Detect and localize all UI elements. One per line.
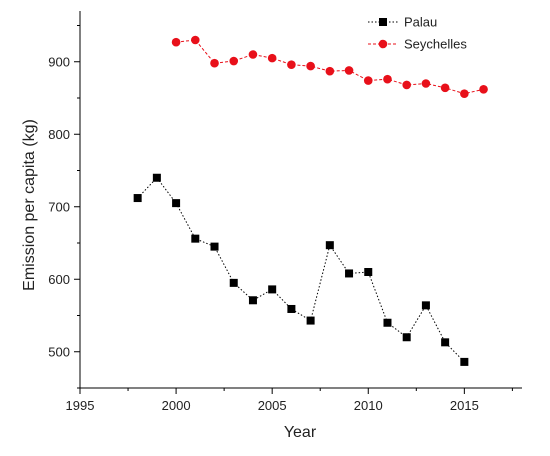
data-point-palau	[460, 357, 469, 366]
data-point-seychelles	[267, 53, 277, 63]
data-point-seychelles	[479, 85, 488, 94]
data-point-seychelles	[440, 83, 450, 93]
data-point-palau	[152, 173, 161, 182]
x-axis-ticks: 1995 2000 2005 2010 2015	[66, 388, 513, 413]
data-point-seychelles	[306, 61, 315, 71]
data-point-seychelles	[229, 56, 239, 66]
data-point-palau	[248, 296, 257, 305]
series-palau	[133, 173, 469, 366]
y-tick-label: 800	[48, 127, 70, 142]
data-point-seychelles	[363, 76, 373, 85]
x-axis-title: Year	[284, 424, 317, 441]
y-axis-title: Emission per capita (kg)	[21, 119, 38, 291]
legend-marker-palau	[379, 18, 387, 26]
data-point-seychelles	[248, 50, 258, 59]
data-point-palau	[306, 316, 315, 325]
data-point-palau	[402, 333, 411, 342]
data-point-palau	[133, 194, 142, 203]
data-point-seychelles	[460, 89, 469, 98]
data-point-seychelles	[287, 60, 296, 69]
data-point-palau	[287, 304, 296, 313]
legend-label-palau: Palau	[404, 15, 437, 30]
x-tick-label: 1995	[66, 398, 95, 413]
data-point-palau	[210, 242, 219, 251]
legend-marker-seychelles	[378, 39, 388, 49]
axes	[79, 11, 522, 389]
series-line-palau	[137, 176, 465, 363]
y-tick-label: 700	[48, 199, 70, 214]
y-axis-ticks: 500 600 700 800 900	[48, 25, 80, 389]
data-point-palau	[421, 301, 430, 310]
data-point-palau	[268, 285, 277, 294]
legend-label-seychelles: Seychelles	[404, 37, 467, 52]
data-point-seychelles	[421, 79, 431, 88]
x-tick-label: 2015	[450, 398, 479, 413]
data-point-seychelles	[210, 58, 219, 68]
series-line-seychelles	[176, 39, 484, 95]
data-point-seychelles	[325, 66, 335, 76]
data-point-palau	[383, 318, 392, 327]
data-point-seychelles	[191, 35, 200, 45]
data-point-palau	[441, 338, 450, 347]
series-seychelles	[171, 35, 488, 98]
data-point-palau	[325, 241, 334, 250]
data-point-seychelles	[402, 80, 411, 90]
legend: Palau Seychelles	[368, 15, 467, 52]
data-point-seychelles	[383, 74, 392, 84]
data-point-palau	[364, 268, 373, 276]
y-tick-label: 500	[48, 344, 70, 359]
data-point-palau	[191, 234, 200, 243]
data-point-palau	[172, 199, 181, 208]
x-tick-label: 2010	[354, 398, 383, 413]
data-point-palau	[345, 269, 354, 278]
data-point-seychelles	[344, 66, 354, 75]
series-layer	[133, 35, 488, 366]
x-tick-label: 2005	[258, 398, 287, 413]
y-tick-label: 600	[48, 272, 70, 287]
x-tick-label: 2000	[162, 398, 191, 413]
y-tick-label: 900	[48, 54, 70, 69]
data-point-seychelles	[171, 37, 181, 47]
data-point-palau	[229, 278, 238, 287]
